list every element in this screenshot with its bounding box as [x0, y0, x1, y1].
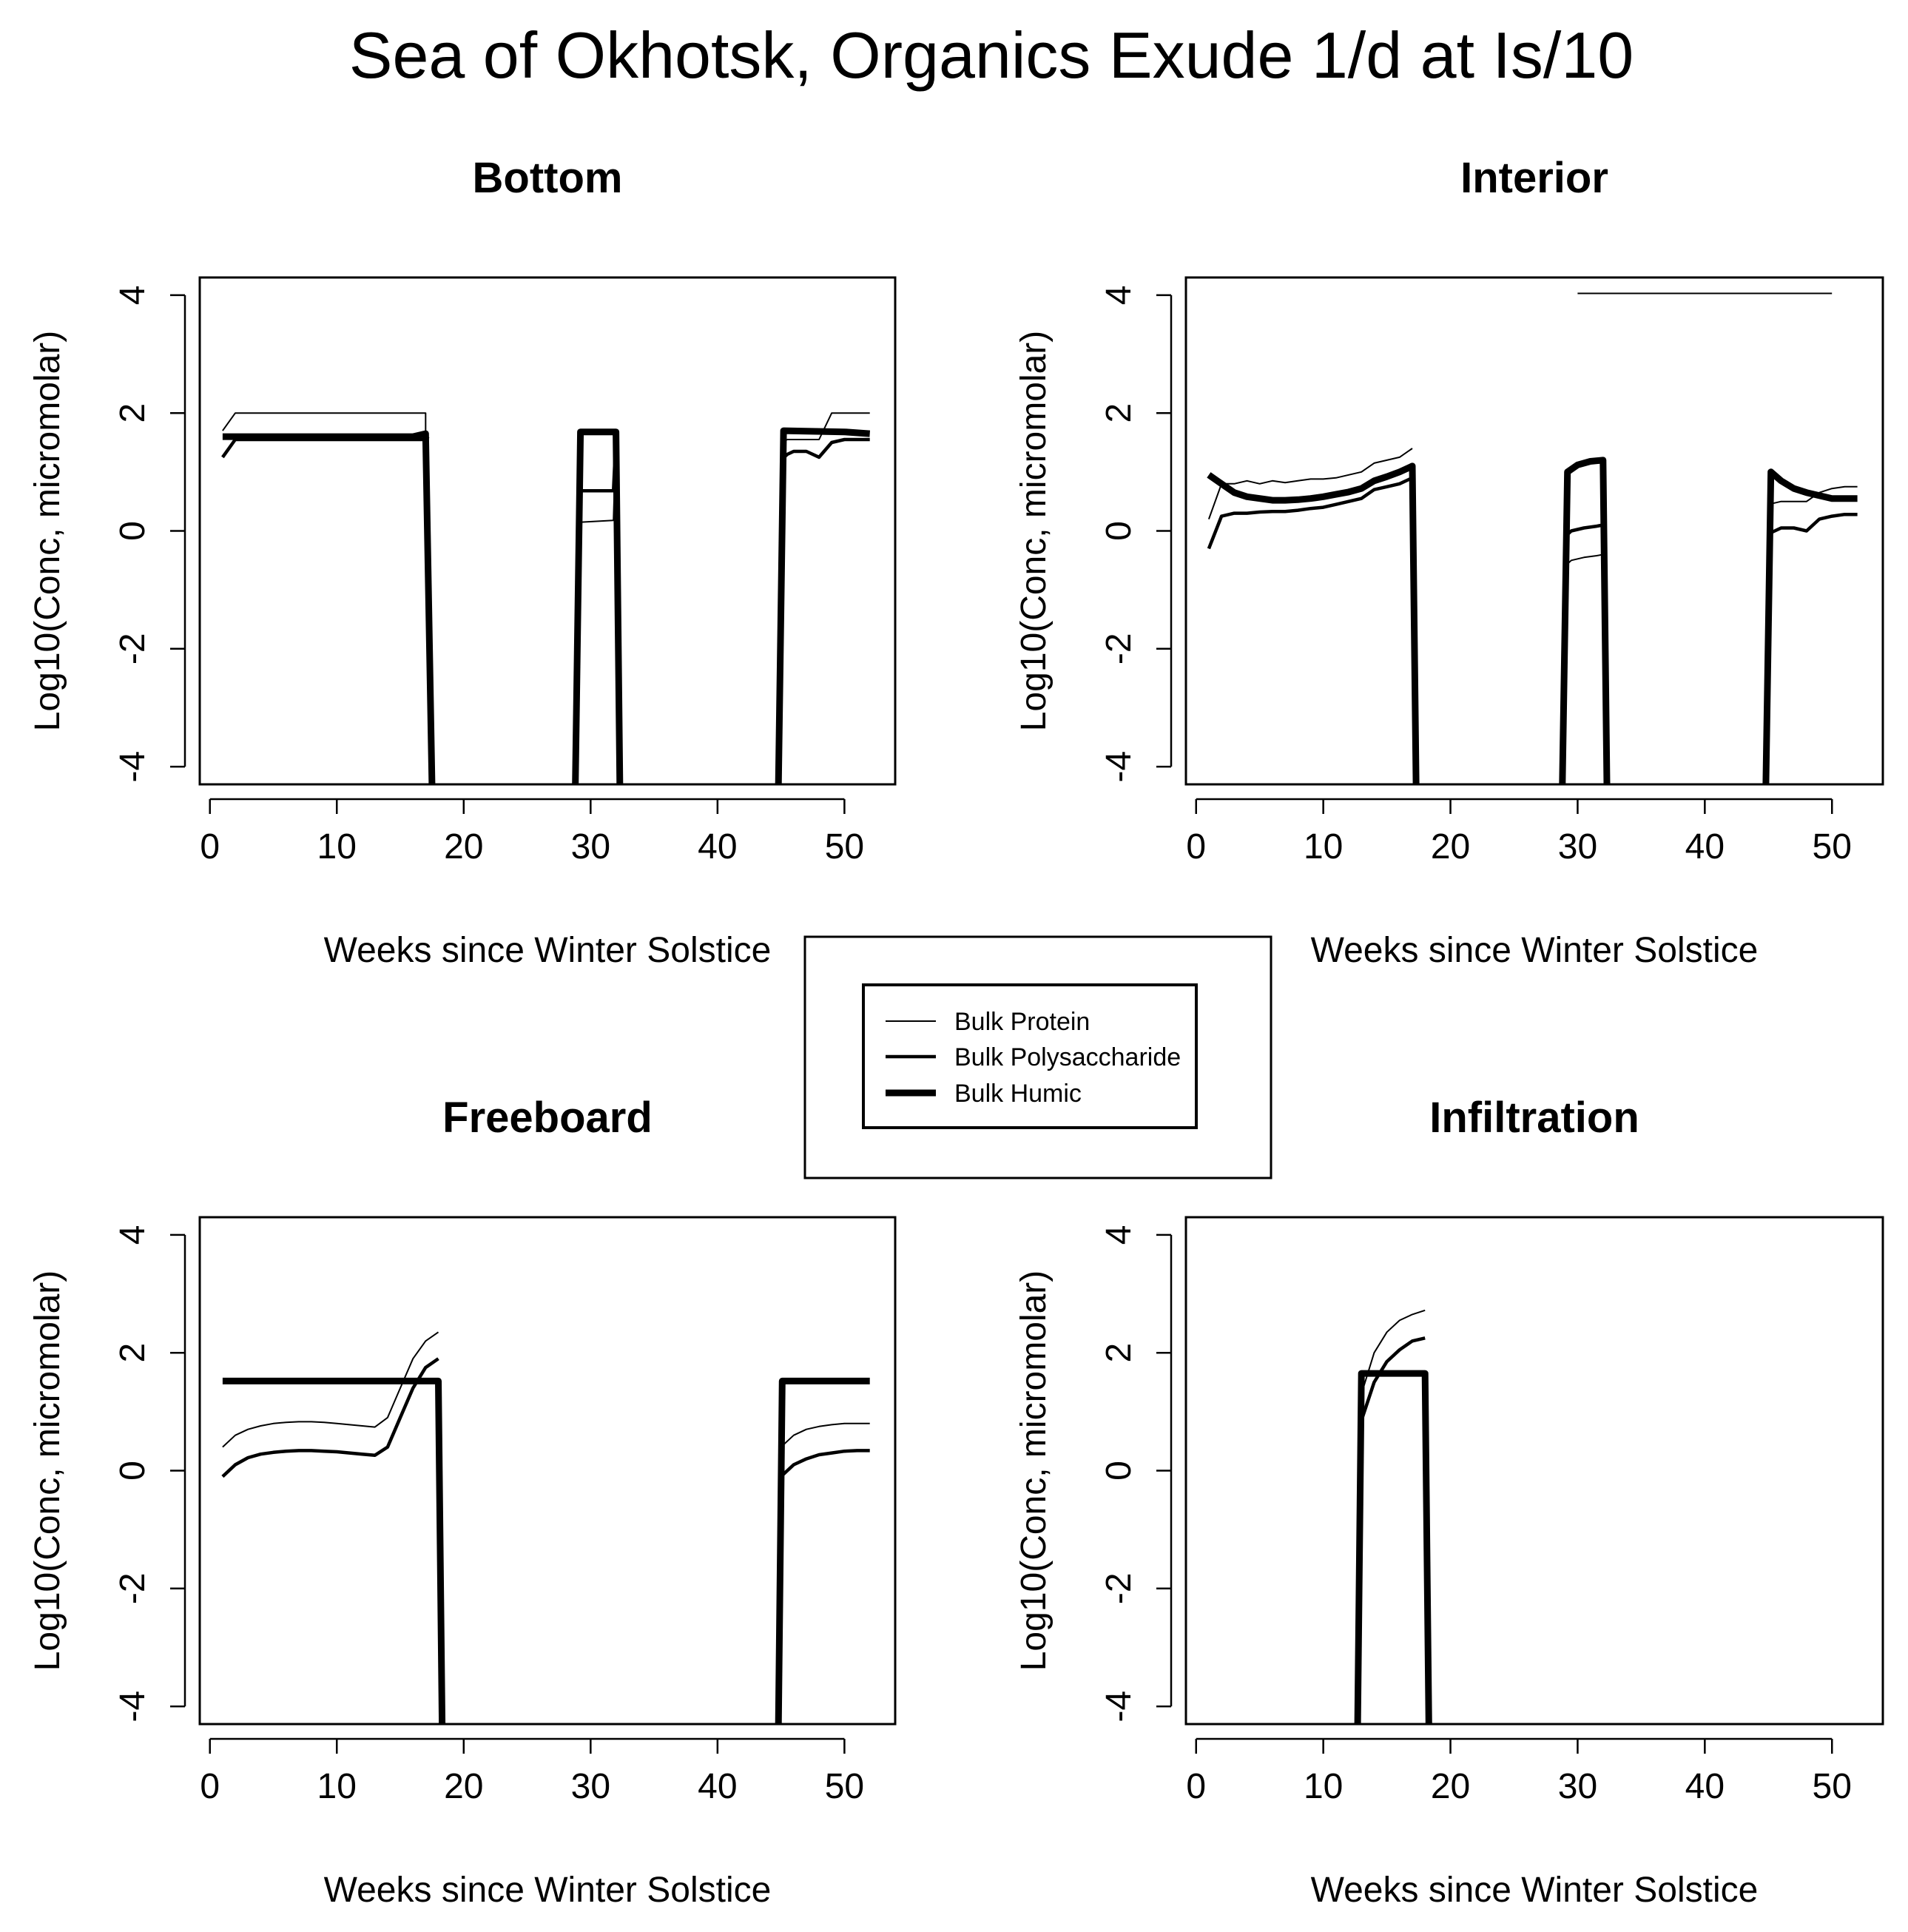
x-axis-label: Weeks since Winter Solstice — [1311, 931, 1759, 970]
panel-title: Bottom — [473, 154, 623, 202]
y-tick-label: -4 — [1099, 1691, 1139, 1723]
series-group — [1207, 292, 1858, 784]
series-line-bulk-humic — [572, 428, 624, 784]
y-tick-label: -2 — [1099, 633, 1139, 664]
series-line-bulk-polysaccharide — [780, 1449, 870, 1478]
series-group — [1354, 1309, 1432, 1724]
plot-frame — [198, 276, 897, 786]
y-tick-label: 4 — [113, 286, 152, 306]
y-tick-label: 0 — [1099, 1461, 1139, 1481]
y-tick-label: -2 — [113, 1572, 152, 1604]
legend-label-polysaccharide: Bulk Polysaccharide — [954, 1043, 1181, 1071]
x-tick-label: 40 — [698, 1767, 737, 1806]
x-tick-label: 40 — [1685, 1767, 1725, 1806]
x-tick-label: 50 — [1813, 1767, 1852, 1806]
y-tick-label: 0 — [1099, 521, 1139, 541]
x-tick-label: 20 — [1431, 1767, 1470, 1806]
y-tick-label: 2 — [113, 403, 152, 423]
y-tick-label: -2 — [113, 633, 152, 664]
x-tick-label: 30 — [571, 827, 610, 866]
x-tick-label: 30 — [1558, 1767, 1597, 1806]
x-tick-label: 30 — [571, 1767, 610, 1806]
series-line-bulk-protein — [1207, 448, 1413, 519]
x-tick-label: 30 — [1558, 827, 1597, 866]
series-line-bulk-polysaccharide — [1767, 512, 1858, 536]
y-tick-label: -4 — [113, 751, 152, 783]
series-group — [221, 1331, 870, 1724]
x-tick-label: 0 — [1186, 827, 1206, 866]
panel-title: Freeboard — [442, 1094, 653, 1142]
x-tick-label: 10 — [317, 827, 357, 866]
legend: Bulk Protein Bulk Polysaccharide Bulk Hu… — [803, 935, 1272, 1179]
x-tick-label: 40 — [698, 827, 737, 866]
x-axis-label: Weeks since Winter Solstice — [324, 931, 772, 970]
series-line-bulk-humic — [775, 427, 871, 784]
plot-frame — [1184, 276, 1884, 786]
x-tick-label: 20 — [444, 827, 483, 866]
series-line-bulk-humic — [1207, 462, 1420, 784]
y-tick-label: 2 — [113, 1343, 152, 1363]
series-line-bulk-protein — [222, 412, 427, 437]
series-line-bulk-protein — [780, 1422, 870, 1448]
x-tick-label: 0 — [200, 1767, 220, 1806]
series-line-bulk-humic — [775, 1377, 870, 1724]
y-tick-label: 4 — [1099, 286, 1139, 306]
series-group — [221, 412, 871, 784]
panel-title: Infiltration — [1429, 1094, 1639, 1142]
y-tick-label: 0 — [113, 1461, 152, 1481]
y-tick-label: 0 — [113, 521, 152, 541]
x-tick-label: 50 — [1813, 827, 1852, 866]
series-line-bulk-humic — [1559, 457, 1611, 784]
plot-frame — [1184, 1216, 1884, 1726]
x-tick-label: 10 — [317, 1767, 357, 1806]
x-tick-label: 20 — [444, 1767, 483, 1806]
x-tick-label: 50 — [825, 1767, 864, 1806]
y-axis-label: Log10(Conc, micromolar) — [28, 331, 67, 732]
y-axis-label: Log10(Conc, micromolar) — [1014, 1270, 1054, 1672]
series-line-bulk-polysaccharide — [780, 437, 870, 462]
y-tick-label: 2 — [1099, 1343, 1139, 1363]
series-line-bulk-humic — [222, 1377, 446, 1724]
x-axis-label: Weeks since Winter Solstice — [1311, 1871, 1759, 1910]
x-tick-label: 0 — [200, 827, 220, 866]
legend-label-protein: Bulk Protein — [954, 1008, 1090, 1036]
plot-frame — [198, 1216, 897, 1726]
series-line-bulk-humic — [1354, 1370, 1432, 1724]
y-axis-label: Log10(Conc, micromolar) — [28, 1270, 67, 1672]
series-line-bulk-humic — [222, 430, 436, 784]
y-tick-label: 4 — [1099, 1225, 1139, 1245]
series-line-bulk-polysaccharide — [1360, 1336, 1426, 1421]
series-line-bulk-polysaccharide — [1207, 476, 1413, 550]
y-tick-label: -4 — [1099, 751, 1139, 783]
x-tick-label: 40 — [1685, 827, 1725, 866]
x-tick-label: 10 — [1304, 1767, 1343, 1806]
panel-title: Interior — [1460, 154, 1608, 202]
x-tick-label: 10 — [1304, 827, 1343, 866]
figure-title: Sea of Okhotsk, Organics Exude 1/d at Is… — [349, 18, 1634, 92]
x-tick-label: 20 — [1431, 827, 1470, 866]
x-tick-label: 50 — [825, 827, 864, 866]
series-line-bulk-protein — [1361, 1309, 1426, 1395]
legend-label-humic: Bulk Humic — [954, 1080, 1082, 1108]
y-tick-label: -2 — [1099, 1572, 1139, 1604]
series-line-bulk-humic — [1762, 468, 1858, 784]
x-axis-label: Weeks since Winter Solstice — [324, 1871, 772, 1910]
x-tick-label: 0 — [1186, 1767, 1206, 1806]
y-tick-label: -4 — [113, 1691, 152, 1723]
y-tick-label: 2 — [1099, 403, 1139, 423]
y-axis-label: Log10(Conc, micromolar) — [1014, 331, 1054, 732]
y-tick-label: 4 — [113, 1225, 152, 1245]
series-line-bulk-polysaccharide — [221, 1357, 439, 1478]
